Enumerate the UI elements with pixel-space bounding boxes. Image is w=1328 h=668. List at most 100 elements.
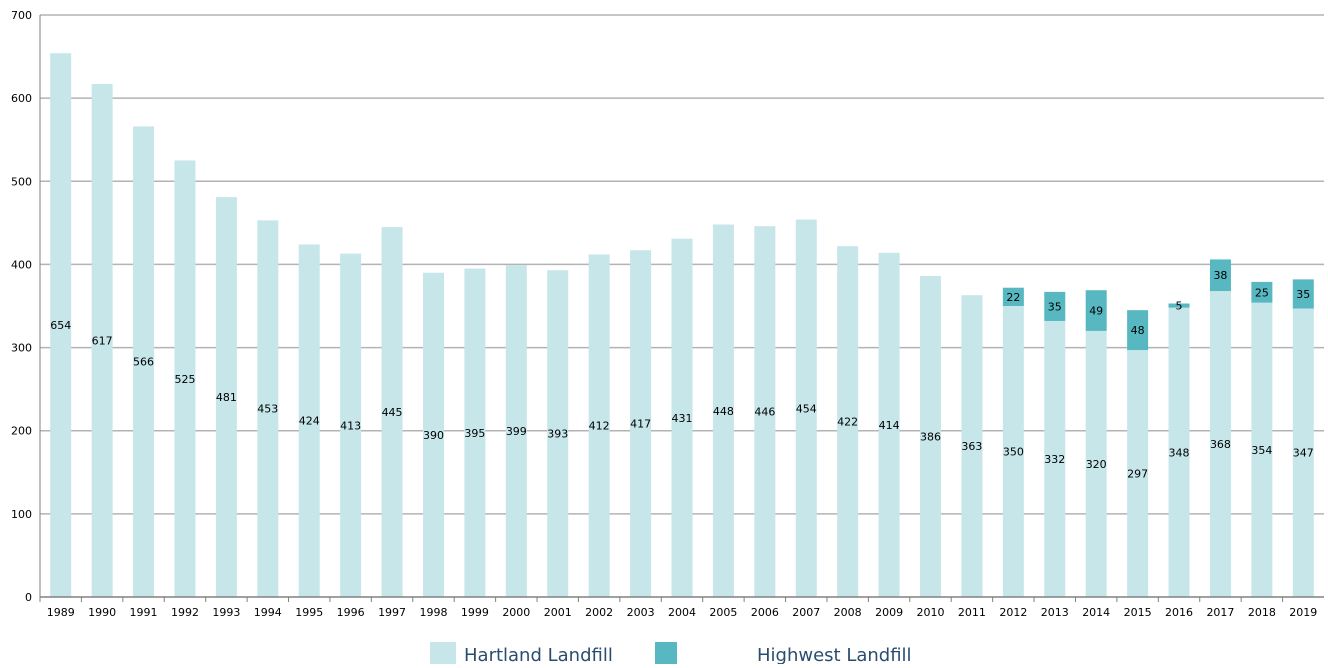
bar-hartland (920, 276, 942, 597)
bar-hartland (1292, 308, 1314, 597)
x-tick-label: 2018 (1248, 606, 1276, 619)
data-label-hartland: 395 (464, 427, 485, 440)
data-label-hartland: 525 (174, 373, 195, 386)
data-label-hartland: 350 (1003, 446, 1024, 459)
bar-highwest (1127, 310, 1149, 351)
y-tick-label: 500 (11, 175, 32, 188)
data-label-highwest: 5 (1176, 300, 1183, 313)
x-tick-label: 2008 (834, 606, 862, 619)
bar-hartland (1085, 330, 1107, 597)
data-label-hartland: 454 (796, 402, 817, 415)
bar-hartland (795, 219, 817, 597)
legend-label-highwest: Highwest Landfill (757, 645, 912, 664)
data-label-highwest: 38 (1213, 269, 1227, 282)
x-tick-label: 2017 (1206, 606, 1234, 619)
data-label-hartland: 412 (589, 420, 610, 433)
data-label-highwest: 35 (1048, 300, 1062, 313)
data-label-hartland: 363 (961, 440, 982, 453)
data-label-hartland: 332 (1044, 453, 1065, 466)
bar-hartland (340, 253, 362, 597)
bar-hartland (837, 246, 859, 597)
y-tick-label: 200 (11, 425, 32, 438)
data-label-hartland: 368 (1210, 438, 1231, 451)
x-tick-label: 2000 (502, 606, 530, 619)
bar-hartland (630, 250, 652, 597)
bar-hartland (133, 126, 155, 597)
y-tick-label: 600 (11, 92, 32, 105)
data-label-hartland: 417 (630, 418, 651, 431)
bar-hartland (1251, 302, 1273, 597)
data-label-hartland: 422 (837, 416, 858, 429)
data-label-hartland: 654 (50, 319, 71, 332)
x-tick-label: 1998 (419, 606, 447, 619)
bar-hartland (878, 252, 900, 597)
data-label-highwest: 35 (1296, 288, 1310, 301)
y-tick-label: 700 (11, 9, 32, 22)
bar-highwest (1044, 291, 1066, 321)
x-tick-label: 1994 (254, 606, 282, 619)
data-label-hartland: 448 (713, 405, 734, 418)
x-tick-label: 1995 (295, 606, 323, 619)
bar-hartland (1209, 291, 1231, 597)
data-label-highwest: 25 (1255, 286, 1269, 299)
data-label-hartland: 386 (920, 431, 941, 444)
bar-hartland (754, 226, 776, 597)
data-label-hartland: 446 (754, 406, 775, 419)
data-label-hartland: 617 (92, 335, 113, 348)
bar-hartland (91, 84, 113, 598)
data-label-hartland: 393 (547, 428, 568, 441)
x-tick-label: 2019 (1289, 606, 1317, 619)
x-tick-label: 2007 (792, 606, 820, 619)
bar-hartland (588, 254, 610, 598)
y-tick-label: 300 (11, 342, 32, 355)
x-tick-label: 2014 (1082, 606, 1110, 619)
bar-highwest (1002, 287, 1024, 306)
data-label-hartland: 424 (299, 415, 320, 428)
data-label-hartland: 320 (1086, 458, 1107, 471)
bar-highwest (1251, 281, 1273, 303)
bar-hartland (712, 224, 734, 597)
legend-label-hartland: Hartland Landfill (464, 645, 613, 664)
x-tick-label: 2002 (585, 606, 613, 619)
y-tick-label: 0 (25, 591, 32, 604)
bar-hartland (381, 227, 403, 597)
bar-hartland (1044, 320, 1066, 597)
bar-hartland (298, 244, 320, 597)
x-tick-label: 2015 (1124, 606, 1152, 619)
x-tick-label: 1991 (130, 606, 158, 619)
bar-highwest (1292, 279, 1314, 309)
x-tick-label: 1993 (212, 606, 240, 619)
data-label-highwest: 22 (1006, 291, 1020, 304)
data-label-hartland: 431 (672, 412, 693, 425)
bar-highwest (1168, 303, 1190, 308)
x-tick-label: 2001 (544, 606, 572, 619)
axes: 0 100 200 300 400 500 600 700 1989 1990 1991 1992 19… (11, 9, 1324, 619)
x-tick-label: 1997 (378, 606, 406, 619)
bar-hartland (547, 270, 569, 597)
bar-hartland (1127, 350, 1149, 597)
bar-hartland (1168, 307, 1190, 597)
data-label-hartland: 414 (879, 419, 900, 432)
bar-hartland (257, 220, 279, 597)
data-label-hartland: 390 (423, 429, 444, 442)
data-label-hartland: 348 (1169, 446, 1190, 459)
x-tick-label: 1996 (337, 606, 365, 619)
x-tick-label: 2012 (999, 606, 1027, 619)
data-label-hartland: 399 (506, 425, 527, 438)
data-label-hartland: 566 (133, 356, 154, 369)
legend-swatch-hartland (430, 642, 456, 664)
bars (50, 53, 1314, 598)
data-label-hartland: 445 (382, 406, 403, 419)
x-tick-label: 2009 (875, 606, 903, 619)
x-tick-label: 1992 (171, 606, 199, 619)
data-label-hartland: 297 (1127, 468, 1148, 481)
x-tick-label: 2005 (709, 606, 737, 619)
x-tick-label: 1989 (47, 606, 75, 619)
x-tick-label: 2004 (668, 606, 696, 619)
bar-hartland (1002, 306, 1024, 597)
data-label-highwest: 49 (1089, 305, 1103, 318)
bar-hartland (505, 265, 527, 597)
